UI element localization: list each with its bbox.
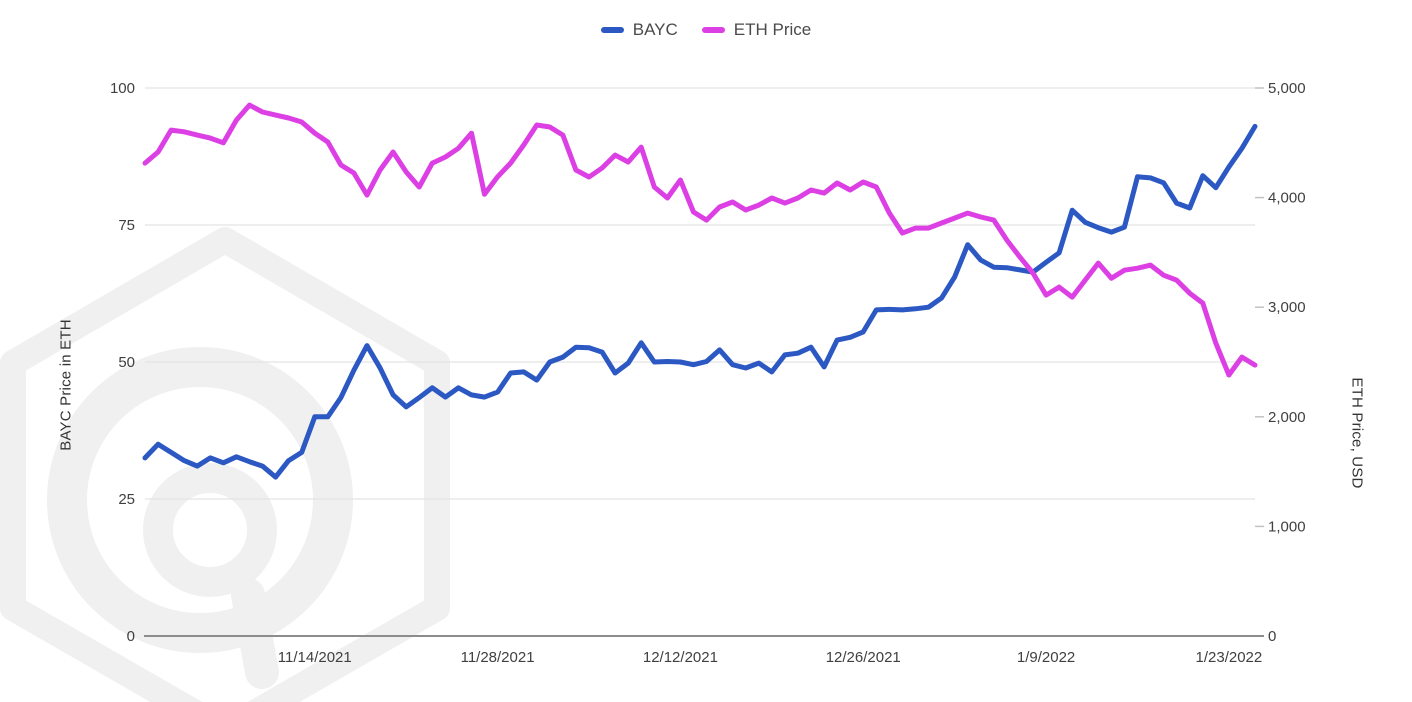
left-axis-tick-label: 0 [127, 628, 135, 645]
chart-legend: BAYC ETH Price [0, 20, 1412, 40]
right-axis-tick-label: 3,000 [1268, 299, 1306, 316]
legend-label-bayc: BAYC [632, 20, 678, 39]
left-axis-tick-label: 25 [118, 491, 135, 508]
eth-price-line[interactable] [142, 102, 1258, 378]
left-axis-tick-label: 100 [110, 80, 135, 97]
eth-line-swatch-icon [701, 27, 725, 33]
right-axis-tick-label: 2,000 [1268, 409, 1306, 426]
legend-label-eth-price: ETH Price [733, 20, 812, 39]
right-axis-tick-label: 5,000 [1268, 80, 1306, 97]
x-axis-tick-label: 11/28/2021 [461, 649, 535, 666]
right-axis-tick-label: 1,000 [1268, 518, 1306, 535]
right-axis-tick-label: 0 [1268, 628, 1276, 645]
left-axis-tick-label: 75 [118, 217, 135, 234]
legend-item-bayc[interactable]: BAYC [600, 20, 678, 40]
x-axis-tick-label: 12/26/2021 [826, 649, 901, 666]
right-axis-title: ETH Price, USD [1348, 377, 1366, 489]
watermark-tail [231, 578, 279, 689]
x-axis-tick-label: 1/9/2022 [1017, 649, 1075, 666]
bayc-line-swatch-icon [600, 27, 624, 33]
x-axis-tick-label: 1/23/2022 [1196, 649, 1263, 666]
legend-item-eth-price[interactable]: ETH Price [701, 20, 812, 40]
watermark-inner-ring [143, 463, 277, 597]
left-axis-title: BAYC Price in ETH [57, 319, 75, 451]
right-axis-tick-label: 4,000 [1268, 190, 1306, 207]
x-axis-tick-label: 12/12/2021 [643, 649, 718, 666]
watermark-outer-ring [47, 347, 353, 653]
watermark-hexagon [0, 227, 450, 702]
left-axis-tick-label: 50 [118, 354, 135, 371]
x-axis-tick-label: 11/14/2021 [278, 649, 352, 666]
radar-logo-watermark-icon [0, 227, 450, 702]
bayc-line[interactable] [142, 123, 1258, 480]
